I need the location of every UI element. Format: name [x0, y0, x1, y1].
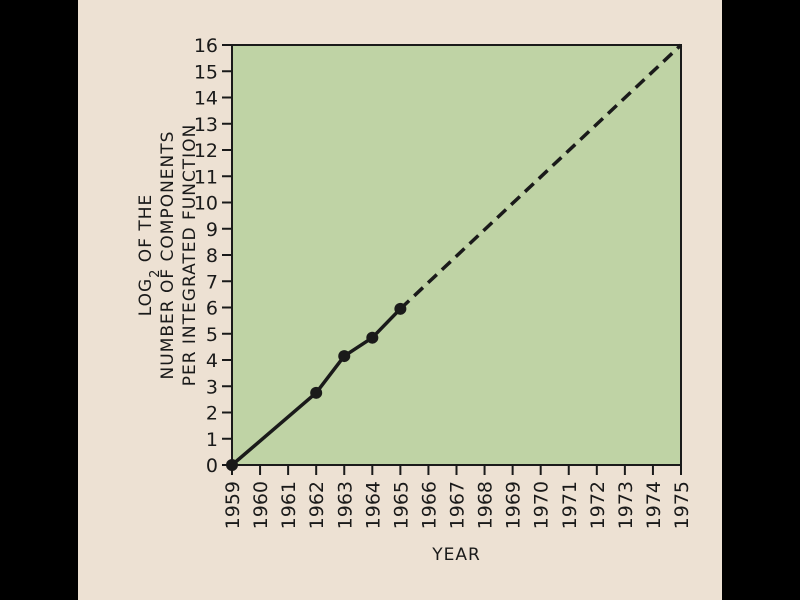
x-tick-label: 1962 — [306, 481, 328, 529]
y-tick-label: 2 — [206, 403, 218, 425]
y-tick-label: 4 — [206, 350, 218, 372]
y-tick-label: 5 — [206, 324, 218, 346]
x-tick-label: 1959 — [222, 481, 244, 529]
series-layer — [226, 43, 683, 471]
x-tick-label: 1974 — [643, 481, 665, 529]
y-tick-label: 11 — [194, 166, 218, 188]
x-tick-label: 1961 — [278, 481, 300, 529]
y-tick-label: 0 — [206, 455, 218, 477]
x-tick-label: 1969 — [503, 481, 525, 529]
x-tick-label: 1973 — [615, 481, 637, 529]
y-tick-label: 6 — [206, 298, 218, 320]
x-tick-label: 1964 — [362, 481, 384, 529]
data-point — [310, 386, 323, 399]
x-tick-label: 1965 — [390, 481, 412, 529]
x-tick-label: 1971 — [559, 481, 581, 529]
y-tick-label: 8 — [206, 245, 218, 267]
extrapolation-line — [399, 43, 683, 311]
y-tick-label: 15 — [194, 61, 218, 83]
y-axis-label-line: NUMBER OF COMPONENTS — [158, 131, 178, 380]
y-axis-label: LOG2 OF THE NUMBER OF COMPONENTS PER INTEG… — [136, 124, 200, 387]
x-tick-label: 1966 — [418, 481, 440, 529]
y-tick-label: 1 — [206, 429, 218, 451]
y-tick-label: 3 — [206, 376, 218, 398]
y-tick-label: 14 — [194, 88, 218, 110]
data-point — [338, 350, 351, 363]
y-tick-label: 12 — [194, 140, 218, 162]
y-axis-label-line: PER INTEGRATED FUNCTION — [180, 124, 200, 387]
x-tick-label: 1975 — [671, 481, 693, 529]
x-tick-label: 1972 — [587, 481, 609, 529]
x-tick-label: 1963 — [334, 481, 356, 529]
data-point — [226, 459, 238, 471]
x-tick-label: 1968 — [475, 481, 497, 529]
y-tick-label: 16 — [194, 35, 218, 57]
x-axis-label: YEAR — [431, 545, 481, 565]
x-tick-label: 1970 — [531, 481, 553, 529]
y-tick-label: 10 — [194, 193, 218, 215]
x-tick-label: 1960 — [250, 481, 272, 529]
y-axis-label-line: LOG2 OF THE — [136, 194, 163, 317]
x-axis-ticks: 1959 1960 1961 1962 1963 1964 1965 1966 1967 1968… — [222, 465, 693, 529]
y-tick-label: 13 — [194, 114, 218, 136]
y-tick-label: 7 — [206, 271, 218, 293]
data-point — [366, 331, 379, 344]
x-tick-label: 1967 — [447, 481, 469, 529]
y-tick-label: 9 — [206, 219, 218, 241]
